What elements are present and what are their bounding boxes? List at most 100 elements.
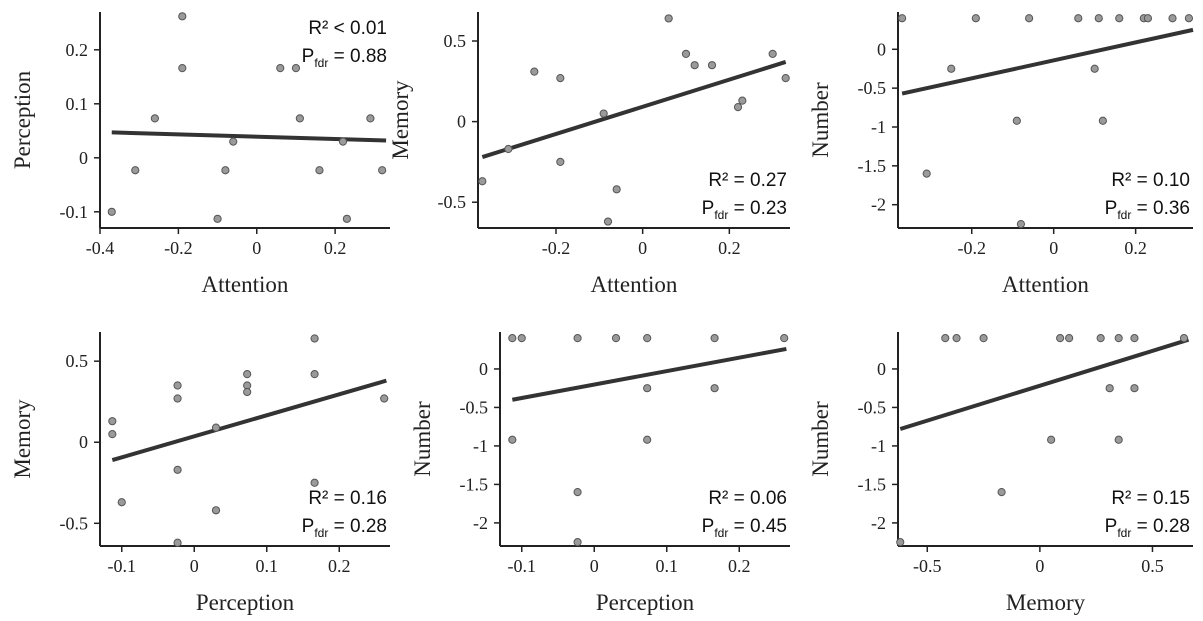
data-point <box>342 214 351 223</box>
data-point <box>173 538 182 547</box>
data-point <box>1115 14 1124 23</box>
data-point <box>556 157 565 167</box>
data-point <box>611 334 621 343</box>
scatter-panel-1: -0.4 -0.2 0 0.2 -0.1 0 0.1 0.2 Attention Percepti… <box>10 12 390 297</box>
p-subscript: fdr <box>314 56 328 70</box>
p-fdr-label: Pfdr = 0.28 <box>1105 516 1190 540</box>
data-point <box>1184 14 1194 23</box>
p-fdr-label: Pfdr = 0.45 <box>702 516 787 540</box>
data-point <box>530 67 539 76</box>
y-tick-label: 0.1 <box>66 94 89 114</box>
x-tick-label: 0.5 <box>1141 556 1164 576</box>
data-point <box>573 488 582 497</box>
data-point <box>131 166 140 175</box>
y-tick-label: -0.5 <box>60 513 89 533</box>
y-tick-label: -1.5 <box>460 474 489 494</box>
y-tick-label: -1.5 <box>858 474 887 494</box>
data-point <box>922 169 931 178</box>
data-point <box>707 61 717 70</box>
data-point <box>508 334 517 343</box>
data-point <box>1143 14 1153 23</box>
data-point <box>108 417 117 426</box>
data-point <box>108 430 117 439</box>
r-squared-label: R² = 0.10 <box>1111 170 1190 191</box>
y-tick-label: 0 <box>79 148 88 168</box>
data-point <box>366 114 375 123</box>
data-point <box>173 465 182 474</box>
data-point <box>310 334 319 343</box>
y-tick-label: -1 <box>871 436 886 456</box>
data-point <box>1114 334 1123 343</box>
data-point <box>310 478 319 487</box>
data-point <box>1130 384 1139 393</box>
p-symbol: P <box>302 46 315 67</box>
regression-line <box>899 337 1190 431</box>
data-point <box>295 114 304 123</box>
data-point <box>1105 384 1114 393</box>
data-point <box>178 64 187 73</box>
y-tick-label: 0 <box>877 359 886 379</box>
regression-line <box>901 27 1194 96</box>
data-point <box>643 334 652 343</box>
data-point <box>603 217 613 226</box>
x-axis-title: Perception <box>596 590 695 615</box>
data-point <box>941 334 950 343</box>
p-subscript: fdr <box>314 526 328 540</box>
data-point <box>276 64 285 73</box>
r-squared-label: R² = 0.15 <box>1111 488 1190 509</box>
data-point <box>243 387 252 397</box>
data-point <box>738 96 747 105</box>
data-point <box>952 334 961 343</box>
data-point <box>378 166 387 175</box>
y-tick-label: -0.1 <box>60 202 89 222</box>
x-tick-label: 0.1 <box>256 556 279 576</box>
data-point <box>781 73 790 83</box>
p-subscript: fdr <box>1117 208 1131 222</box>
data-point <box>1025 14 1034 23</box>
x-tick-label: 0.1 <box>656 556 679 576</box>
y-tick-label: -2 <box>871 195 886 215</box>
y-tick-label: -0.5 <box>460 397 489 417</box>
data-point <box>315 166 324 175</box>
x-tick-label: -0.4 <box>86 238 115 258</box>
data-point <box>1168 14 1177 23</box>
p-fdr-label: Pfdr = 0.88 <box>302 46 387 70</box>
y-axis-title: Memory <box>10 399 35 479</box>
data-point <box>896 538 905 547</box>
data-point <box>979 334 988 343</box>
data-point <box>733 103 743 112</box>
data-point <box>338 137 348 146</box>
p-fdr-label: Pfdr = 0.23 <box>702 198 787 222</box>
x-tick-label: 0.2 <box>728 556 751 576</box>
data-point <box>780 334 789 343</box>
y-tick-label: 0.5 <box>66 351 89 371</box>
data-point <box>1090 64 1099 73</box>
y-tick-label: 0.2 <box>66 40 89 60</box>
data-point <box>1047 435 1056 444</box>
data-point <box>243 370 252 379</box>
regression-line <box>111 378 387 462</box>
data-point <box>1074 14 1083 23</box>
x-tick-label: -0.2 <box>542 238 571 258</box>
x-tick-label: 0.2 <box>324 238 347 258</box>
data-point <box>599 109 608 118</box>
regression-line <box>481 60 787 159</box>
data-point <box>1056 334 1065 343</box>
regression-line <box>511 346 787 402</box>
x-tick-label: 0 <box>190 556 199 576</box>
x-axis-title: Attention <box>202 272 289 297</box>
r-squared-label: R² < 0.01 <box>308 18 387 39</box>
r-squared-label: R² = 0.16 <box>308 488 387 509</box>
data-point <box>117 498 126 507</box>
x-tick-label: 0 <box>252 238 261 258</box>
p-value: = 0.88 <box>328 46 387 67</box>
data-point <box>173 381 182 390</box>
p-symbol: P <box>702 198 715 219</box>
y-tick-label: -1 <box>473 436 488 456</box>
x-tick-label: 0 <box>1035 556 1044 576</box>
data-point <box>643 384 652 393</box>
data-point <box>1094 14 1103 23</box>
data-point <box>1179 334 1189 343</box>
y-axis-title: Number <box>410 401 435 477</box>
p-symbol: P <box>702 516 715 537</box>
